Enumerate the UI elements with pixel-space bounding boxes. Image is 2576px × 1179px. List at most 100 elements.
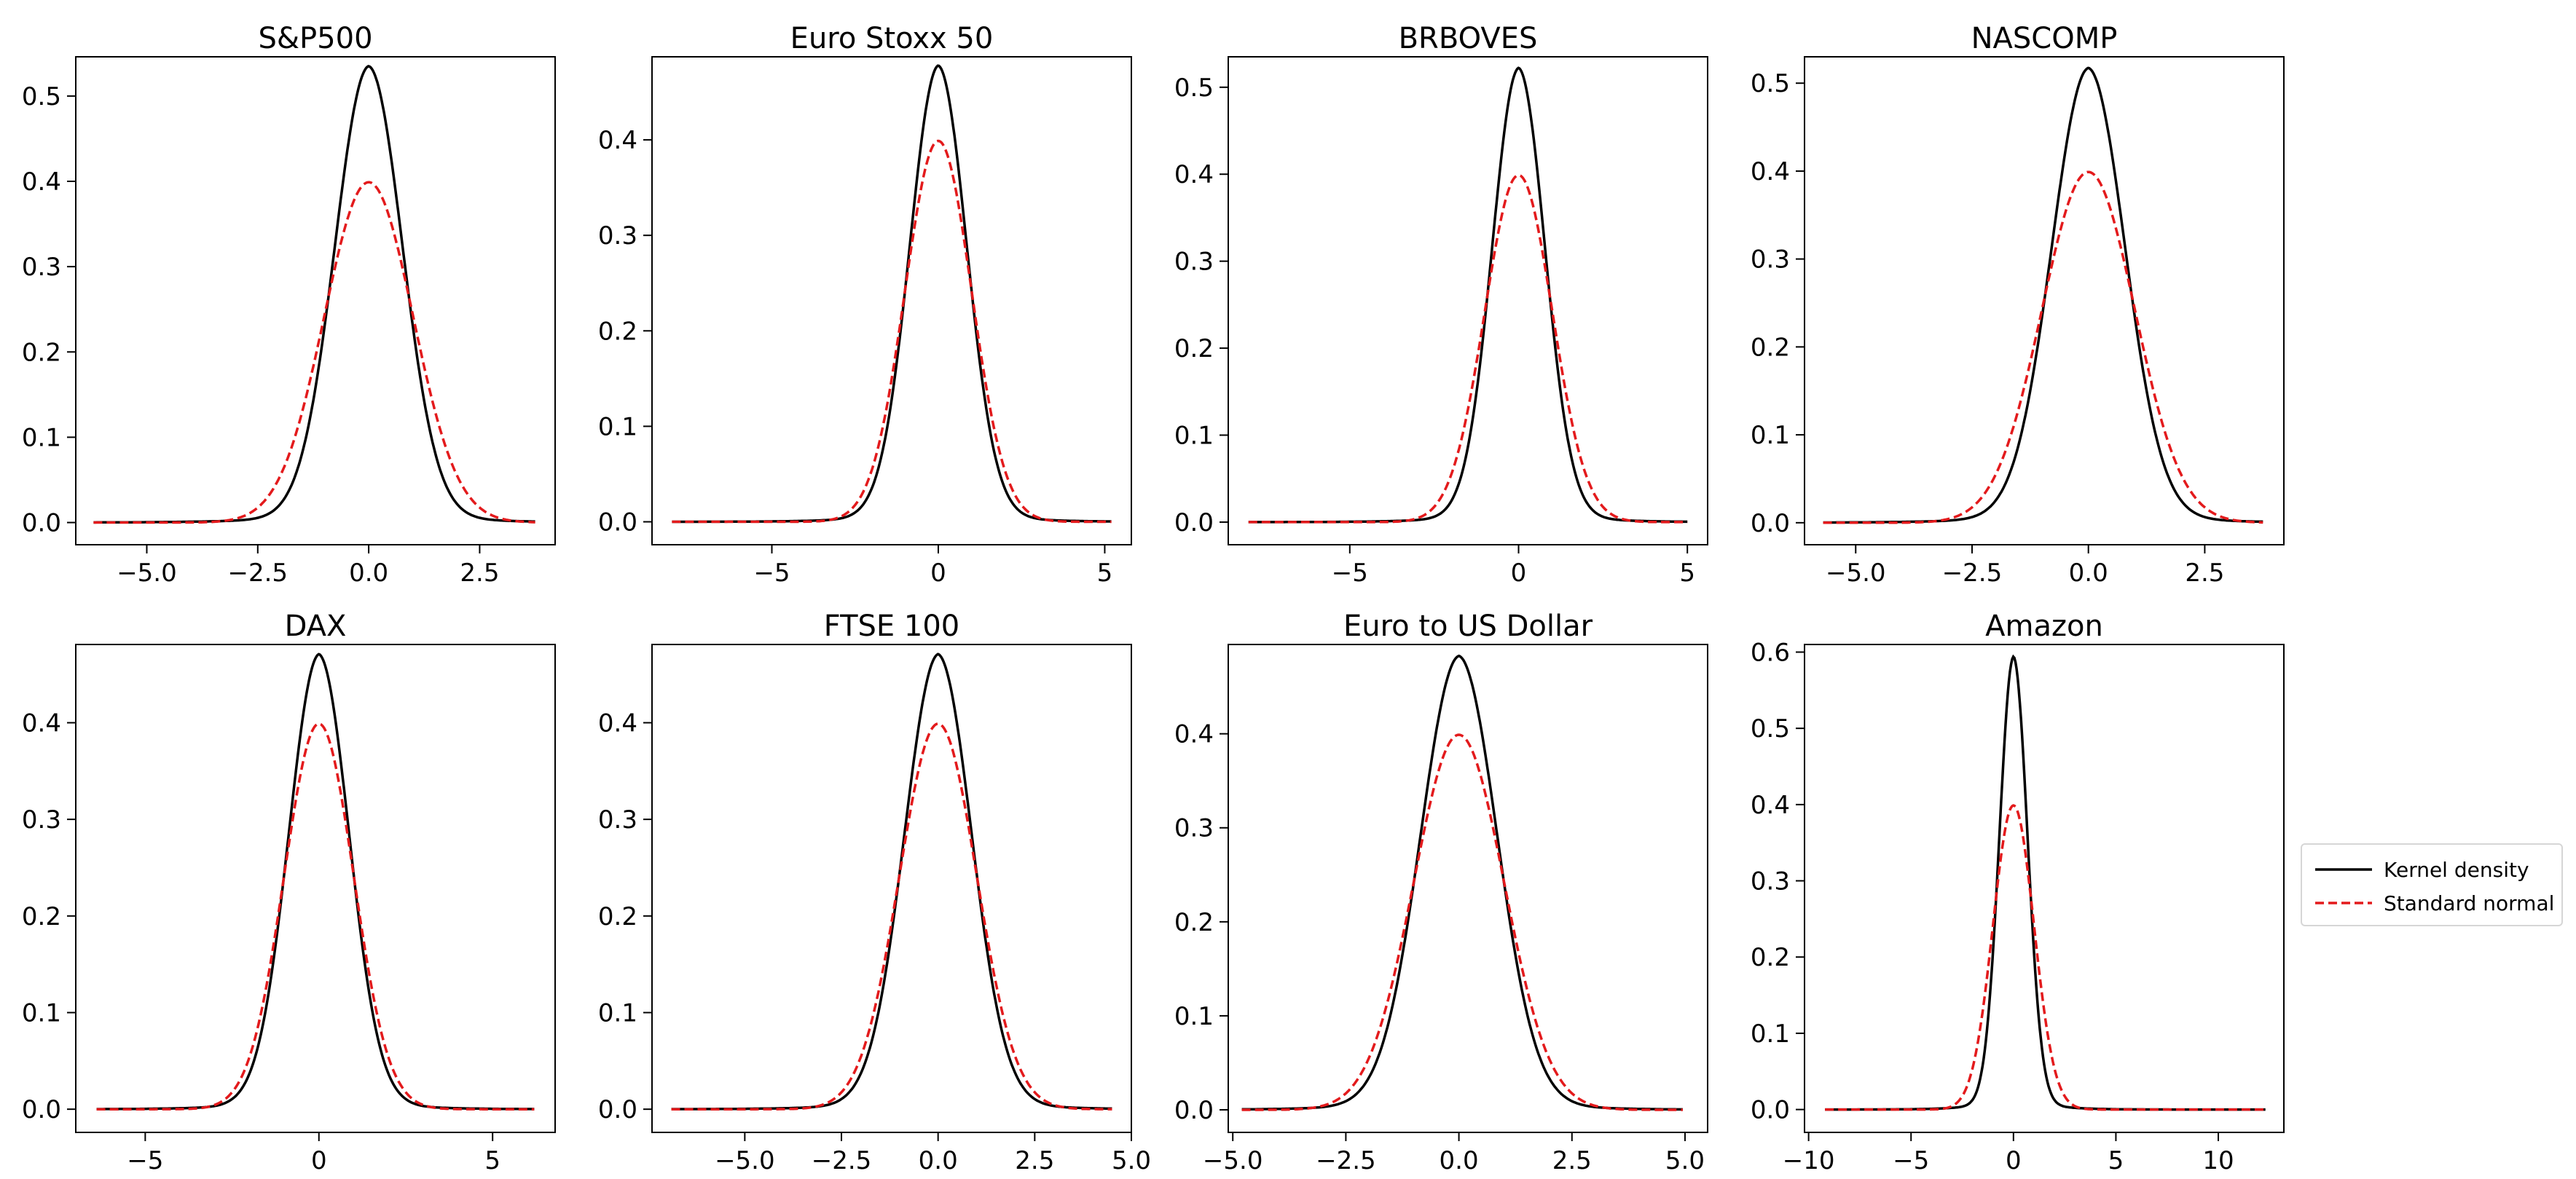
y-tick-label: 0.5: [1174, 74, 1214, 103]
axes-frame: [75, 644, 556, 1133]
x-tick-label: 0.0: [2069, 559, 2108, 588]
y-tick-label: 0.1: [598, 412, 637, 441]
y-tick-label: 0.4: [1751, 791, 1790, 820]
y-tick-label: 0.4: [1751, 157, 1790, 186]
y-tick-label: 0.4: [22, 709, 61, 738]
x-tick-label: −2.5: [228, 559, 288, 588]
y-tick-label: 0.5: [22, 82, 61, 111]
subplot-1: S&P500 0.0 0.1 0.2 0.3 0.4 0.5 −5.0 −2.5 0.0 2.5: [22, 22, 556, 588]
standard-normal-line: [93, 181, 535, 524]
standard-normal-line: [96, 722, 535, 1111]
x-tick-label: −5: [127, 1146, 163, 1175]
subplot-3: BRBOVES 0.0 0.1 0.2 0.3 0.4 0.5 −5 0 5: [1174, 22, 1708, 588]
x-tick-label: 2.5: [460, 559, 499, 588]
legend-normal-swatch: [2315, 902, 2372, 904]
y-tick-label: 0.3: [1751, 245, 1790, 275]
y-tick-label: 0.2: [1174, 334, 1214, 363]
subplot-4: NASCOMP 0.0 0.1 0.2 0.3 0.4 0.5 −5.0 −2.5 0.0 2.5: [1751, 22, 2285, 588]
kernel-density-line: [672, 64, 1112, 524]
x-tick-label: 0: [311, 1146, 327, 1175]
y-tick-label: 0.1: [1751, 421, 1790, 450]
kernel-density-line: [96, 652, 535, 1111]
axes-frame: [1228, 56, 1708, 545]
y-tick-label: 0.0: [1751, 1096, 1790, 1125]
subplot-title: Euro Stoxx 50: [790, 22, 994, 55]
subplot-title: NASCOMP: [1971, 22, 2118, 55]
x-tick-label: −5.0: [1203, 1146, 1263, 1175]
x-tick-label: 2.5: [1015, 1146, 1054, 1175]
standard-normal-line: [672, 139, 1112, 524]
y-tick-label: 0.3: [1751, 867, 1790, 896]
axes-frame: [1804, 56, 2285, 545]
kernel-density-line: [1248, 66, 1688, 524]
x-tick-label: 5: [1679, 559, 1695, 588]
x-tick-label: 5: [484, 1146, 500, 1175]
y-tick-label: 0.4: [598, 709, 637, 738]
y-tick-label: 0.3: [1174, 814, 1214, 843]
y-tick-label: 0.1: [598, 998, 637, 1028]
x-tick-label: 0.0: [349, 559, 388, 588]
x-tick-label: −5.0: [1826, 559, 1886, 588]
y-tick-label: 0.4: [22, 167, 61, 197]
subplot-8: Amazon 0.0 0.1 0.2 0.3 0.4 0.5 0.6 −10 −5 0 5 10: [1751, 610, 2285, 1175]
x-tick-label: 0.0: [919, 1146, 958, 1175]
y-tick-label: 0.3: [598, 805, 637, 835]
x-tick-label: −2.5: [1316, 1146, 1376, 1175]
kernel-density-line: [671, 652, 1112, 1111]
y-tick-label: 0.0: [1174, 508, 1214, 537]
y-tick-label: 0.3: [22, 805, 61, 835]
legend-normal-label: Standard normal: [2384, 891, 2555, 915]
axes-frame: [651, 644, 1132, 1133]
subplot-title: FTSE 100: [824, 610, 959, 643]
y-tick-label: 0.1: [22, 998, 61, 1028]
x-tick-label: −5.0: [715, 1146, 775, 1175]
kernel-density-line: [1823, 66, 2263, 524]
y-tick-label: 0.2: [22, 902, 61, 931]
subplot-title: Euro to US Dollar: [1343, 610, 1593, 643]
y-tick-label: 0.0: [22, 509, 61, 538]
standard-normal-line: [1248, 173, 1688, 524]
legend-kernel-label: Kernel density: [2384, 857, 2529, 882]
y-tick-label: 0.4: [598, 126, 637, 155]
standard-normal-line: [1241, 733, 1683, 1111]
y-tick-label: 0.1: [1174, 422, 1214, 451]
y-tick-label: 0.3: [22, 253, 61, 282]
y-tick-label: 0.0: [22, 1095, 61, 1124]
axes-frame: [1804, 644, 2285, 1133]
y-tick-label: 0.2: [598, 317, 637, 346]
standard-normal-line: [1823, 170, 2263, 524]
axes-frame: [651, 56, 1132, 545]
subplot-7: Euro to US Dollar 0.0 0.1 0.2 0.3 0.4 −5.0 −2.5…: [1174, 610, 1708, 1175]
y-tick-label: 0.2: [22, 338, 61, 367]
y-tick-label: 0.4: [1174, 720, 1214, 749]
x-tick-label: −2.5: [812, 1146, 872, 1175]
y-tick-label: 0.0: [598, 1095, 637, 1124]
x-tick-label: 5.0: [1112, 1146, 1151, 1175]
x-tick-label: 0.0: [1440, 1146, 1479, 1175]
y-tick-label: 0.1: [22, 423, 61, 452]
subplot-title: Amazon: [1985, 610, 2103, 643]
y-tick-label: 0.2: [1751, 333, 1790, 362]
subplot-2: Euro Stoxx 50 0.0 0.1 0.2 0.3 0.4 −5 0 5: [598, 22, 1132, 588]
x-tick-label: −5: [753, 559, 790, 588]
y-tick-label: 0.3: [1174, 248, 1214, 277]
y-tick-label: 0.5: [1751, 69, 1790, 98]
x-tick-label: 2.5: [1552, 1146, 1592, 1175]
x-tick-label: 5: [1097, 559, 1113, 588]
kernel-density-line: [93, 65, 535, 524]
kernel-density-line: [1241, 654, 1683, 1111]
subplot-title: BRBOVES: [1399, 22, 1538, 55]
legend-kernel-swatch: [2315, 868, 2372, 871]
subplot-6: FTSE 100 0.0 0.1 0.2 0.3 0.4 −5.0 −2.5 0.0 2.5 5.0: [598, 610, 1151, 1175]
y-tick-label: 0.0: [1174, 1096, 1214, 1125]
kernel-density-line: [1825, 654, 2266, 1111]
legend-item-kernel: Kernel density: [2314, 853, 2529, 886]
x-tick-label: −10: [1783, 1146, 1835, 1175]
x-tick-label: 5: [2108, 1146, 2124, 1175]
subplot-5: DAX 0.0 0.1 0.2 0.3 0.4 −5 0 5: [22, 610, 556, 1175]
y-tick-label: 0.4: [1174, 160, 1214, 189]
subplot-title: S&P500: [258, 22, 372, 55]
x-tick-label: 0: [1511, 559, 1527, 588]
x-tick-label: −2.5: [1942, 559, 2003, 588]
